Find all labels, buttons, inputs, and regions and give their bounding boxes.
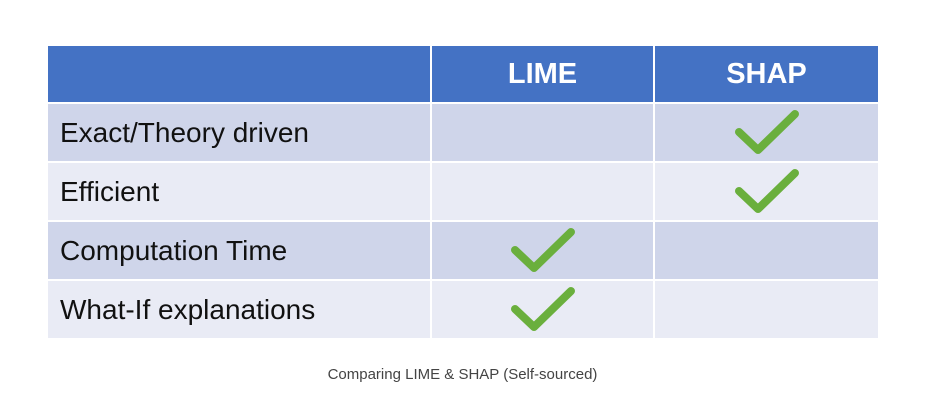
shap-column-header: SHAP [653, 44, 880, 104]
table-row: What-If explanations [46, 279, 880, 340]
feature-cell: Exact/Theory driven [46, 102, 432, 163]
figure-caption: Comparing LIME & SHAP (Self-sourced) [327, 366, 598, 383]
lime-cell [430, 279, 655, 340]
comparison-table: LIME SHAP Exact/Theory driven Efficient … [46, 44, 880, 340]
lime-cell [430, 102, 655, 163]
table-header-row: LIME SHAP [46, 44, 880, 104]
shap-cell [653, 161, 880, 222]
check-icon [510, 285, 576, 335]
check-icon [734, 108, 800, 158]
shap-cell [653, 220, 880, 281]
shap-cell [653, 102, 880, 163]
lime-cell [430, 220, 655, 281]
table-row: Computation Time [46, 220, 880, 281]
check-icon [734, 167, 800, 217]
lime-column-header: LIME [430, 44, 655, 104]
table-row: Exact/Theory driven [46, 102, 880, 163]
feature-cell: Efficient [46, 161, 432, 222]
feature-cell: Computation Time [46, 220, 432, 281]
shap-cell [653, 279, 880, 340]
comparison-table-wrap: LIME SHAP Exact/Theory driven Efficient … [46, 44, 880, 340]
table-row: Efficient [46, 161, 880, 222]
feature-column-header [46, 44, 432, 104]
lime-cell [430, 161, 655, 222]
feature-cell: What-If explanations [46, 279, 432, 340]
check-icon [510, 226, 576, 276]
